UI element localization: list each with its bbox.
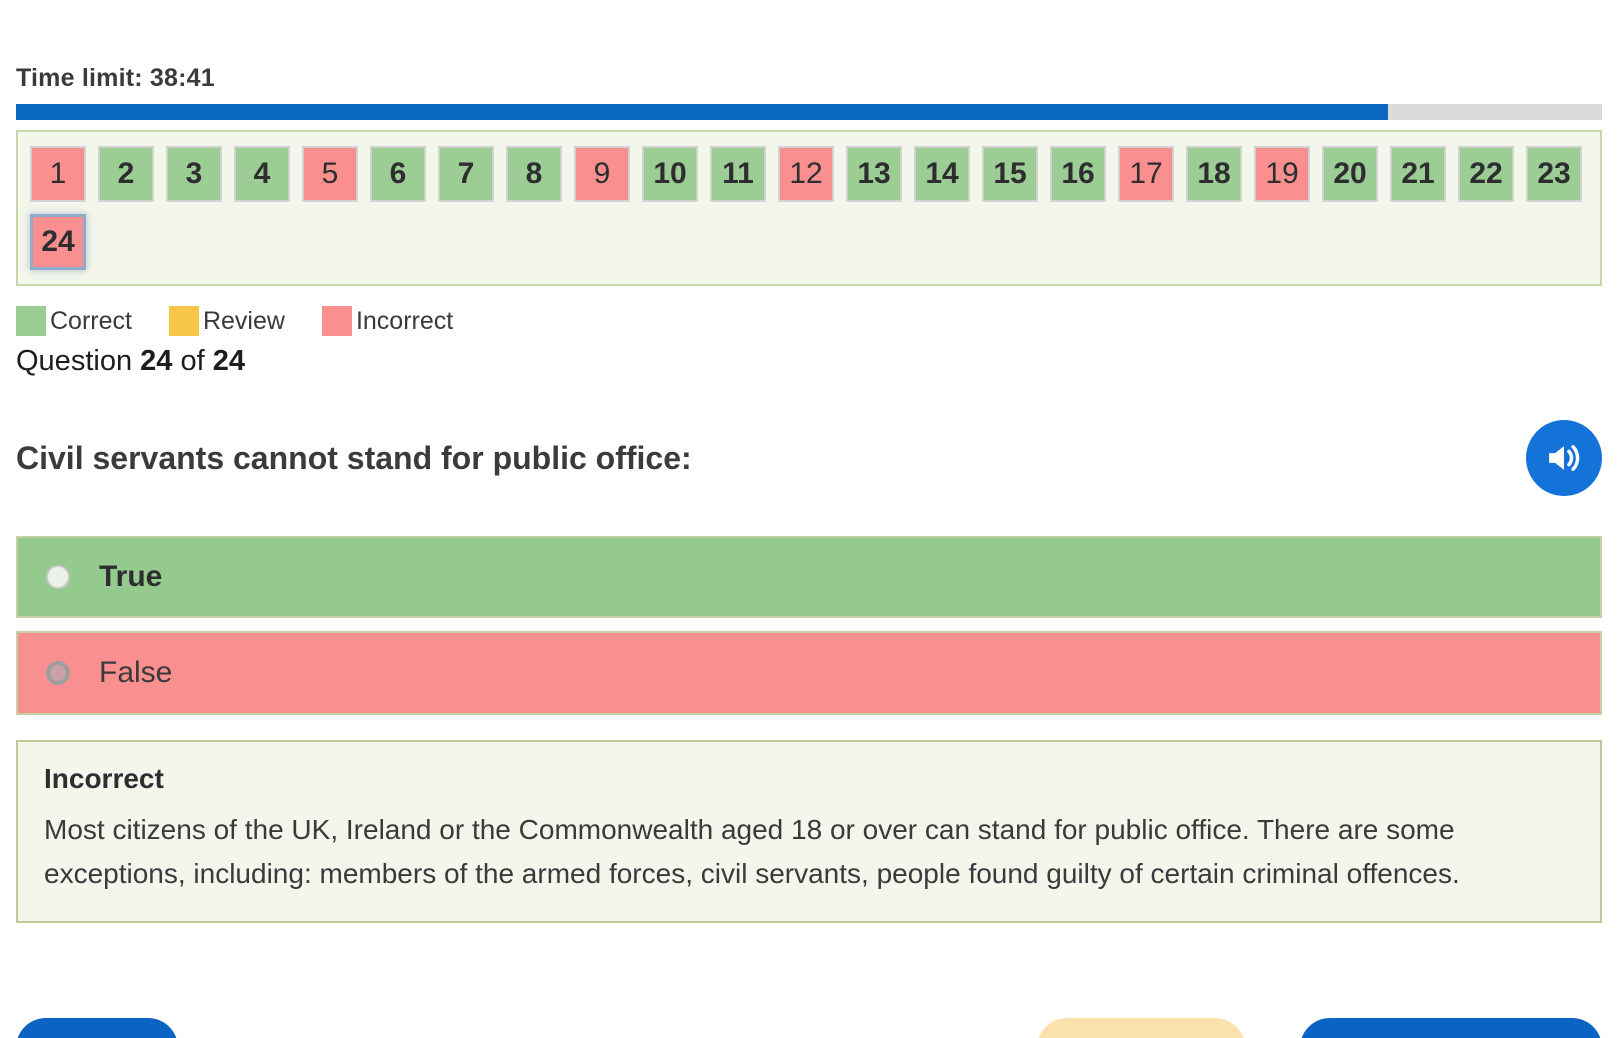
speaker-icon — [1543, 437, 1585, 479]
question-tile-20[interactable]: 20 — [1322, 146, 1378, 202]
question-tile-22[interactable]: 22 — [1458, 146, 1514, 202]
legend-swatch-incorrect — [321, 306, 352, 336]
feedback-title: Incorrect — [44, 763, 164, 794]
question-counter-prefix: Question — [16, 345, 133, 377]
legend-label: Incorrect — [355, 306, 454, 335]
legend-swatch-correct — [16, 306, 46, 336]
question-counter: Question 24 of 24 — [16, 345, 1602, 378]
time-limit-label: Time limit: 38:41 — [16, 64, 215, 92]
question-tile-16[interactable]: 16 — [1050, 146, 1106, 202]
question-tile-10[interactable]: 10 — [642, 146, 698, 202]
answer-option-true[interactable]: True — [16, 536, 1602, 618]
question-counter-of: of — [180, 345, 205, 377]
question-tile-23[interactable]: 23 — [1526, 146, 1582, 202]
answer-option-false[interactable]: False — [16, 631, 1602, 715]
question-tile-6[interactable]: 6 — [370, 146, 426, 202]
radio-false[interactable] — [46, 661, 70, 685]
previous-button[interactable] — [16, 1018, 178, 1038]
question-tile-19[interactable]: 19 — [1254, 146, 1310, 202]
question-tile-5[interactable]: 5 — [302, 146, 358, 202]
question-tile-13[interactable]: 13 — [846, 146, 902, 202]
question-tile-7[interactable]: 7 — [438, 146, 494, 202]
legend-label: Correct — [50, 306, 132, 335]
audio-button[interactable] — [1526, 420, 1602, 496]
question-tile-9[interactable]: 9 — [574, 146, 630, 202]
question-tile-8[interactable]: 8 — [506, 146, 562, 202]
question-tile-14[interactable]: 14 — [914, 146, 970, 202]
question-tile-18[interactable]: 18 — [1186, 146, 1242, 202]
legend-item-incorrect: Incorrect — [321, 306, 454, 336]
question-tile-4[interactable]: 4 — [234, 146, 290, 202]
feedback-box: Incorrect Most citizens of the UK, Irela… — [16, 740, 1602, 924]
legend-item-correct: Correct — [16, 306, 132, 336]
next-button[interactable] — [1300, 1018, 1602, 1038]
timer-progress-bar — [16, 104, 1602, 120]
feedback-text: Most citizens of the UK, Ireland or the … — [44, 814, 1460, 889]
question-tile-21[interactable]: 21 — [1390, 146, 1446, 202]
answer-label-true: True — [99, 560, 163, 593]
review-button[interactable] — [1037, 1018, 1245, 1038]
question-text: Civil servants cannot stand for public o… — [16, 439, 692, 476]
question-counter-total: 24 — [212, 345, 245, 377]
question-tile-17[interactable]: 17 — [1118, 146, 1174, 202]
timer-progress-fill — [16, 104, 1388, 120]
status-legend: Correct Review Incorrect — [16, 306, 1602, 336]
question-tile-12[interactable]: 12 — [778, 146, 834, 202]
question-tile-1[interactable]: 1 — [30, 146, 86, 202]
question-tile-11[interactable]: 11 — [710, 146, 766, 202]
question-tile-24[interactable]: 24 — [30, 214, 86, 270]
legend-label: Review — [202, 306, 285, 335]
question-counter-current: 24 — [140, 345, 173, 377]
radio-true[interactable] — [46, 565, 70, 589]
question-navigator: 1 2 3 4 5 6 7 8 9 10 11 12 13 14 15 16 17 18 19 20 21 22 23 24 — [16, 130, 1602, 286]
legend-swatch-review — [168, 306, 199, 336]
answer-label-false: False — [99, 656, 173, 689]
question-tile-15[interactable]: 15 — [982, 146, 1038, 202]
question-tile-2[interactable]: 2 — [98, 146, 154, 202]
question-row: Civil servants cannot stand for public o… — [16, 420, 1602, 496]
legend-item-review: Review — [168, 306, 285, 336]
question-tile-3[interactable]: 3 — [166, 146, 222, 202]
